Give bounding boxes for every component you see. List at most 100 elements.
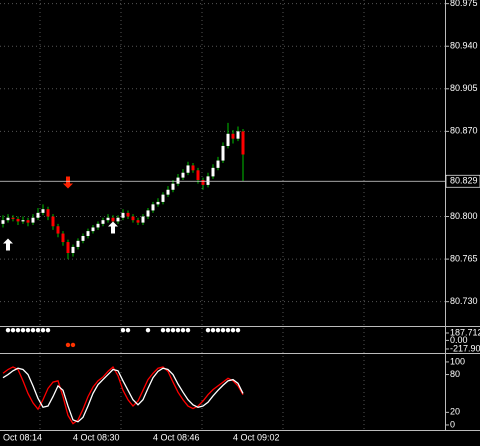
candle-body <box>6 217 10 221</box>
signal-dot <box>20 327 26 333</box>
candle-body <box>31 217 35 223</box>
candle-body <box>71 246 75 254</box>
candle-body <box>76 240 80 247</box>
signal-dot <box>70 342 76 348</box>
candle-body <box>96 223 100 228</box>
candle-body <box>136 220 140 223</box>
candle-body <box>111 217 115 222</box>
candle-body <box>116 217 120 222</box>
candle-body <box>171 183 175 190</box>
signal-dot <box>185 327 191 333</box>
signal-dot <box>205 327 211 333</box>
candle-body <box>106 217 110 221</box>
candle-body <box>236 131 240 139</box>
candle-body <box>146 210 150 217</box>
y-tick-label: 100 <box>450 356 465 366</box>
down-arrow <box>63 176 73 189</box>
signal-dot <box>125 327 131 333</box>
indicator-line <box>2 367 244 423</box>
candle-body <box>201 180 205 185</box>
candle-body <box>101 220 105 224</box>
candle-body <box>56 226 60 234</box>
signal-dot <box>165 327 171 333</box>
candle-body <box>121 212 125 218</box>
signal-dot <box>220 327 226 333</box>
x-tick-label: 4 Oct 08:46 <box>153 432 200 442</box>
candle-body <box>151 204 155 211</box>
y-tick-label: 80.975 <box>450 0 478 8</box>
candle-body <box>131 216 135 221</box>
candle-body <box>126 212 130 217</box>
signal-dot <box>175 327 181 333</box>
candle-body <box>206 176 210 185</box>
signal-dot <box>215 327 221 333</box>
y-tick-label: 80 <box>450 369 460 379</box>
y-tick-label: 187.712 <box>450 327 480 337</box>
y-tick-label: 80.870 <box>450 126 478 136</box>
candle-body <box>86 231 90 236</box>
y-tick-label: 80.905 <box>450 83 478 93</box>
signal-dot <box>170 327 176 333</box>
current-price-box <box>445 174 480 188</box>
signal-dot <box>65 342 71 348</box>
candle-body <box>176 177 180 184</box>
y-tick-label: 0.00 <box>450 335 468 345</box>
candle-body <box>241 131 245 155</box>
x-tick-label: 4 Oct 09:02 <box>233 432 280 442</box>
x-tick-label: 4 Oct 08:30 <box>73 432 120 442</box>
signal-dot <box>225 327 231 333</box>
y-tick-label: 0 <box>450 419 455 429</box>
candle-body <box>51 216 55 227</box>
candle-body <box>16 218 20 222</box>
y-tick-label: 80.940 <box>450 41 478 51</box>
candle-body <box>161 194 165 202</box>
signal-dot <box>30 327 36 333</box>
signal-dot <box>210 327 216 333</box>
candle-body <box>186 165 190 173</box>
candle-body <box>81 235 85 241</box>
candle-body <box>21 220 25 222</box>
candle-body <box>1 220 5 224</box>
candle-body <box>46 209 50 217</box>
candle-body <box>11 217 15 219</box>
y-tick-label: 80.730 <box>450 296 478 306</box>
x-tick-label: Oct 08:14 <box>3 432 42 442</box>
y-tick-label: 20 <box>450 407 460 417</box>
candle-body <box>191 165 195 171</box>
signal-dot <box>45 327 51 333</box>
candle-body <box>41 209 45 213</box>
candle-body <box>216 160 220 168</box>
signal-dot <box>35 327 41 333</box>
signal-dot <box>25 327 31 333</box>
signal-dot <box>230 327 236 333</box>
signal-dot <box>5 327 11 333</box>
signal-dot <box>160 327 166 333</box>
signal-dot <box>235 327 241 333</box>
candle-body <box>141 216 145 223</box>
candle-body <box>221 145 225 161</box>
y-tick-label: 80.765 <box>450 253 478 263</box>
signal-dot <box>10 327 16 333</box>
y-tick-label: -217.90 <box>450 343 480 353</box>
candle-body <box>181 172 185 178</box>
candle-body <box>156 201 160 205</box>
candle-body <box>226 133 230 146</box>
candle-body <box>26 220 30 223</box>
candle-body <box>66 242 70 254</box>
candle-body <box>211 167 215 177</box>
y-tick-label: 80.800 <box>450 211 478 221</box>
candle-body <box>91 227 95 232</box>
indicator-line <box>2 365 244 425</box>
candle-body <box>196 170 200 181</box>
candle-body <box>166 189 170 195</box>
signal-dot <box>15 327 21 333</box>
signal-dot <box>120 327 126 333</box>
candle-body <box>36 212 40 218</box>
candle-body <box>231 133 235 139</box>
candle-body <box>61 233 65 243</box>
current-price-label: 80.829 <box>450 176 478 186</box>
up-arrow <box>3 238 13 251</box>
up-arrow <box>108 221 118 234</box>
